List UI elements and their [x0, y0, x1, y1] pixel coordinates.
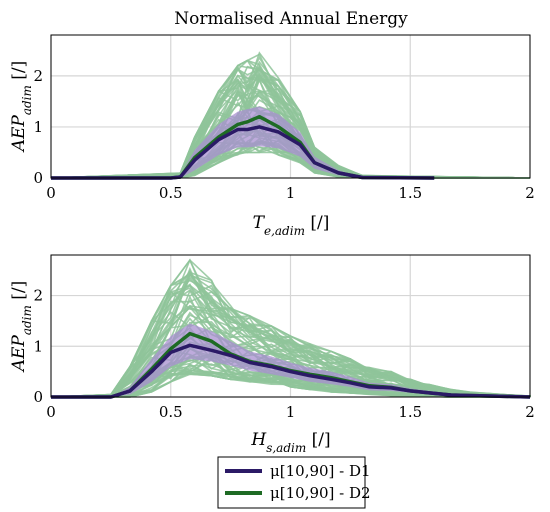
bottom-axes-frame — [50, 254, 531, 398]
top-x-tick-label: 2 — [525, 184, 535, 202]
top-x-tick-label: 0 — [46, 184, 56, 202]
top-plot-area: 0 0.5 1 1.5 2 0 1 2 — [33, 34, 535, 202]
legend-d1-label: μ[10,90] - D1 — [270, 462, 371, 480]
top-x-tick-label: 0.5 — [159, 184, 183, 202]
bottom-x-tick-label: 2 — [525, 403, 535, 421]
top-y-tick-label: 0 — [33, 169, 43, 187]
bottom-x-tick-label: 1 — [286, 403, 296, 421]
top-y-tick-label: 1 — [33, 118, 43, 136]
top-x-axis-label-text: T — [253, 213, 266, 233]
chart-title: Normalised Annual Energy — [174, 9, 408, 29]
bottom-y-tick-label: 2 — [33, 287, 43, 305]
bottom-x-tick-label: 0 — [46, 403, 56, 421]
bottom-x-tick-label: 0.5 — [159, 403, 183, 421]
bottom-panel: 0 0.5 1 1.5 2 0 1 2 Hs,adim [/] AEPadim [/] — [9, 254, 535, 455]
legend-d2-label: μ[10,90] - D2 — [270, 484, 371, 502]
legend-box — [217, 456, 366, 509]
bottom-plot-area: 0 0.5 1 1.5 2 0 1 2 — [33, 254, 535, 421]
top-axes-frame — [50, 34, 531, 179]
top-mean-d1-line — [51, 125, 435, 180]
top-y-tick-label: 2 — [33, 67, 43, 85]
bottom-x-tick-label: 1.5 — [398, 403, 422, 421]
top-sample-line — [50, 74, 531, 179]
legend: μ[10,90] - D1 μ[10,90] - D2 — [217, 456, 371, 509]
bottom-y-axis-label: AEPadim [/] — [9, 281, 34, 374]
top-x-axis-label: Te,adim [/] — [253, 213, 330, 238]
bottom-y-tick-label: 0 — [33, 388, 43, 406]
top-x-tick-label: 1 — [286, 184, 296, 202]
top-sample-line — [50, 65, 531, 179]
bottom-mean-d1-line — [51, 343, 531, 399]
top-y-axis-label: AEPadim [/] — [9, 61, 34, 154]
bottom-x-axis-label: Hs,adim [/] — [250, 430, 330, 455]
top-x-tick-label: 1.5 — [398, 184, 422, 202]
top-percentile-band — [180, 106, 363, 178]
bottom-sample-line — [50, 258, 531, 398]
top-panel: 0 0.5 1 1.5 2 0 1 2 Te,adim [/] AEPadim [/] — [9, 34, 535, 238]
bottom-y-tick-label: 1 — [33, 337, 43, 355]
